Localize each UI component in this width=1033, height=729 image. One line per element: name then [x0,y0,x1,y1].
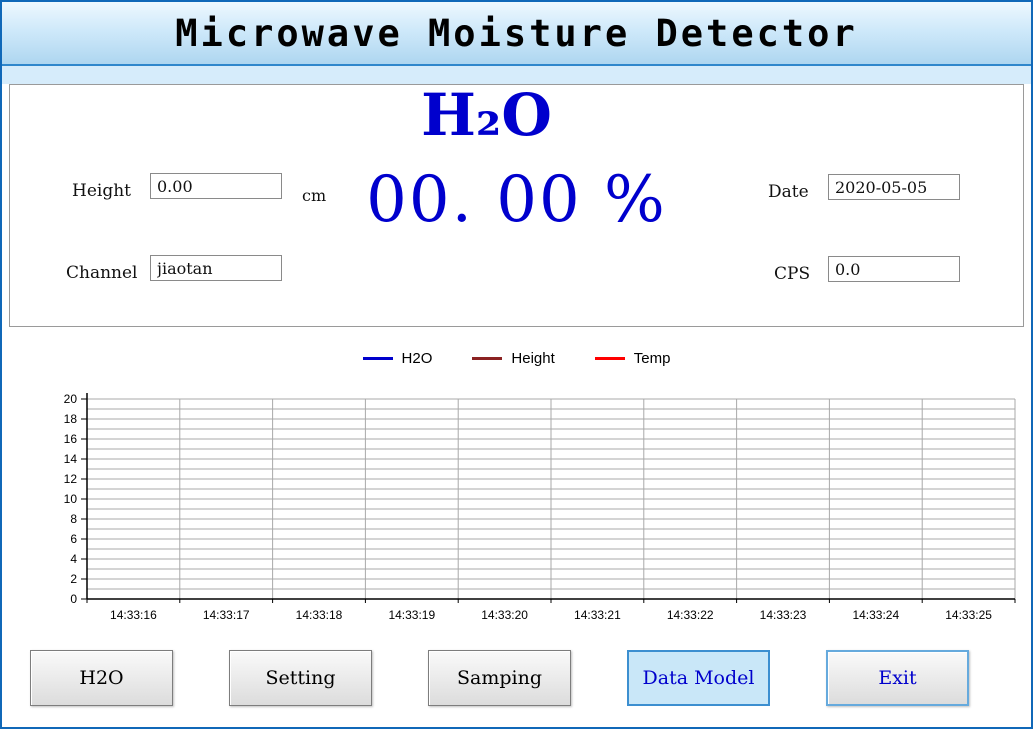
data-model-button[interactable]: Data Model [627,650,770,706]
h2o-button[interactable]: H2O [30,650,173,706]
x-tick-label: 14:33:25 [945,608,992,622]
date-label: Date [768,182,809,202]
legend-item-temp: Temp [594,349,671,367]
chart-svg: 0 2 4 6 8 10 12 14 16 18 20 14:33:16 14:33:17 14:33:1… [64,392,1016,622]
y-tick-label: 20 [64,392,78,406]
x-tick-label: 14:33:18 [296,608,343,622]
date-input[interactable] [828,174,960,200]
x-tick-label: 14:33:23 [760,608,807,622]
h2o-heading: H₂O [421,81,552,149]
height-label: Height [72,181,131,201]
legend-item-height: Height [472,349,555,367]
x-tick-label: 14:33:17 [203,608,250,622]
title-bar: Microwave Moisture Detector [2,2,1031,66]
y-tick-label: 14 [64,452,78,466]
y-tick-label: 6 [70,532,77,546]
y-tick-label: 2 [70,572,77,586]
x-tick-label: 14:33:19 [388,608,435,622]
legend-label: H2O [401,349,433,367]
legend-label: Temp [633,349,671,367]
channel-input[interactable] [150,255,282,281]
y-tick-label: 16 [64,432,78,446]
legend-line-swatch [362,356,393,360]
y-tick-label: 0 [70,592,77,606]
y-tick-label: 4 [70,552,77,566]
title-strip [2,66,1031,84]
readout-panel: Height cm Channel Date CPS H₂O 00. 00 % [9,81,1024,327]
x-tick-label: 14:33:16 [110,608,157,622]
y-tick-label: 18 [64,412,78,426]
channel-label: Channel [66,263,138,283]
button-row: H2O Setting Samping Data Model Exit [2,650,1031,706]
x-tick-label: 14:33:24 [852,608,899,622]
height-unit-label: cm [302,186,327,205]
h2o-value: 00. 00 % [366,163,667,237]
y-tick-label: 12 [64,472,78,486]
x-tick-label: 14:33:22 [667,608,714,622]
x-tick-label: 14:33:21 [574,608,621,622]
exit-button[interactable]: Exit [826,650,969,706]
cps-input[interactable] [828,256,960,282]
y-tick-label: 10 [64,492,78,506]
trend-chart: 0 2 4 6 8 10 12 14 16 18 20 14:33:16 14:33:17 14:33:1… [10,379,1023,636]
cps-label: CPS [774,264,811,284]
legend-item-h2o: H2O [362,349,433,367]
height-input[interactable] [150,173,282,199]
setting-button[interactable]: Setting [229,650,372,706]
legend-label: Height [511,349,555,367]
chart-legend: H2O Height Temp [2,347,1031,369]
legend-line-swatch [472,356,503,360]
samping-button[interactable]: Samping [428,650,571,706]
legend-line-swatch [594,356,625,360]
app-title: Microwave Moisture Detector [175,11,858,55]
y-tick-label: 8 [70,512,77,526]
x-tick-label: 14:33:20 [481,608,528,622]
